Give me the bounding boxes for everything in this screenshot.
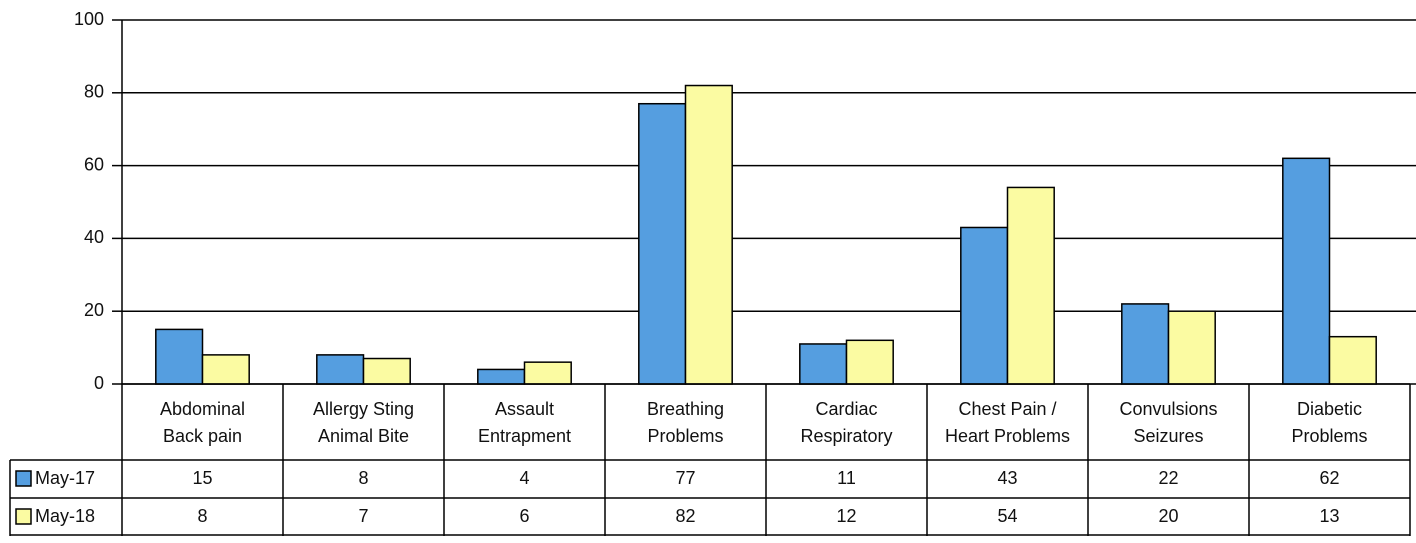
x-tick-label: Breathing [647, 399, 724, 419]
table-value: 20 [1158, 506, 1178, 526]
table-value: 82 [675, 506, 695, 526]
table-value: 15 [192, 468, 212, 488]
bar [362, 357, 411, 385]
bar [1282, 157, 1331, 385]
bar [845, 339, 894, 385]
bar [201, 354, 250, 385]
table-value: 4 [519, 468, 529, 488]
x-tick-label: Chest Pain / [958, 399, 1056, 419]
bar [638, 102, 687, 385]
legend-label: May-17 [35, 468, 95, 488]
y-tick-label: 40 [84, 227, 104, 247]
bar [155, 328, 204, 385]
bar [1328, 335, 1377, 385]
x-tick-label: Heart Problems [945, 426, 1070, 446]
x-tick-label: Problems [1291, 426, 1367, 446]
bar [684, 84, 733, 385]
x-tick-label: Convulsions [1119, 399, 1217, 419]
y-tick-label: 60 [84, 154, 104, 174]
y-tick-label: 100 [74, 9, 104, 29]
table-value: 11 [837, 468, 856, 488]
legend-label: May-18 [35, 506, 95, 526]
bar [477, 368, 526, 385]
table-value: 13 [1319, 506, 1339, 526]
legend-swatch [15, 470, 32, 487]
x-tick-label: Abdominal [160, 399, 245, 419]
table-value: 7 [358, 506, 368, 526]
table-value: 12 [836, 506, 856, 526]
y-tick-label: 0 [94, 373, 104, 393]
x-tick-label: Seizures [1133, 426, 1203, 446]
table-value: 62 [1319, 468, 1339, 488]
y-tick-label: 80 [84, 82, 104, 102]
x-tick-label: Diabetic [1297, 399, 1362, 419]
table-value: 54 [997, 506, 1017, 526]
table-value: 8 [358, 468, 368, 488]
bar [316, 354, 365, 385]
x-tick-label: Respiratory [800, 426, 892, 446]
table-value: 6 [519, 506, 529, 526]
bar [1167, 310, 1216, 385]
table-value: 43 [997, 468, 1017, 488]
x-tick-label: Cardiac [815, 399, 877, 419]
table-value: 8 [197, 506, 207, 526]
bar [960, 226, 1009, 385]
x-tick-label: Entrapment [478, 426, 571, 446]
x-tick-label: Problems [647, 426, 723, 446]
x-tick-label: Back pain [163, 426, 242, 446]
legend-swatch [15, 508, 32, 525]
y-tick-label: 20 [84, 300, 104, 320]
bar [1006, 186, 1055, 385]
bar [523, 361, 572, 385]
table-value: 77 [675, 468, 695, 488]
x-tick-label: Animal Bite [318, 426, 409, 446]
bar [1121, 303, 1170, 385]
table-value: 22 [1158, 468, 1178, 488]
x-tick-label: Assault [495, 399, 554, 419]
x-tick-label: Allergy Sting [313, 399, 414, 419]
bar [799, 343, 848, 385]
